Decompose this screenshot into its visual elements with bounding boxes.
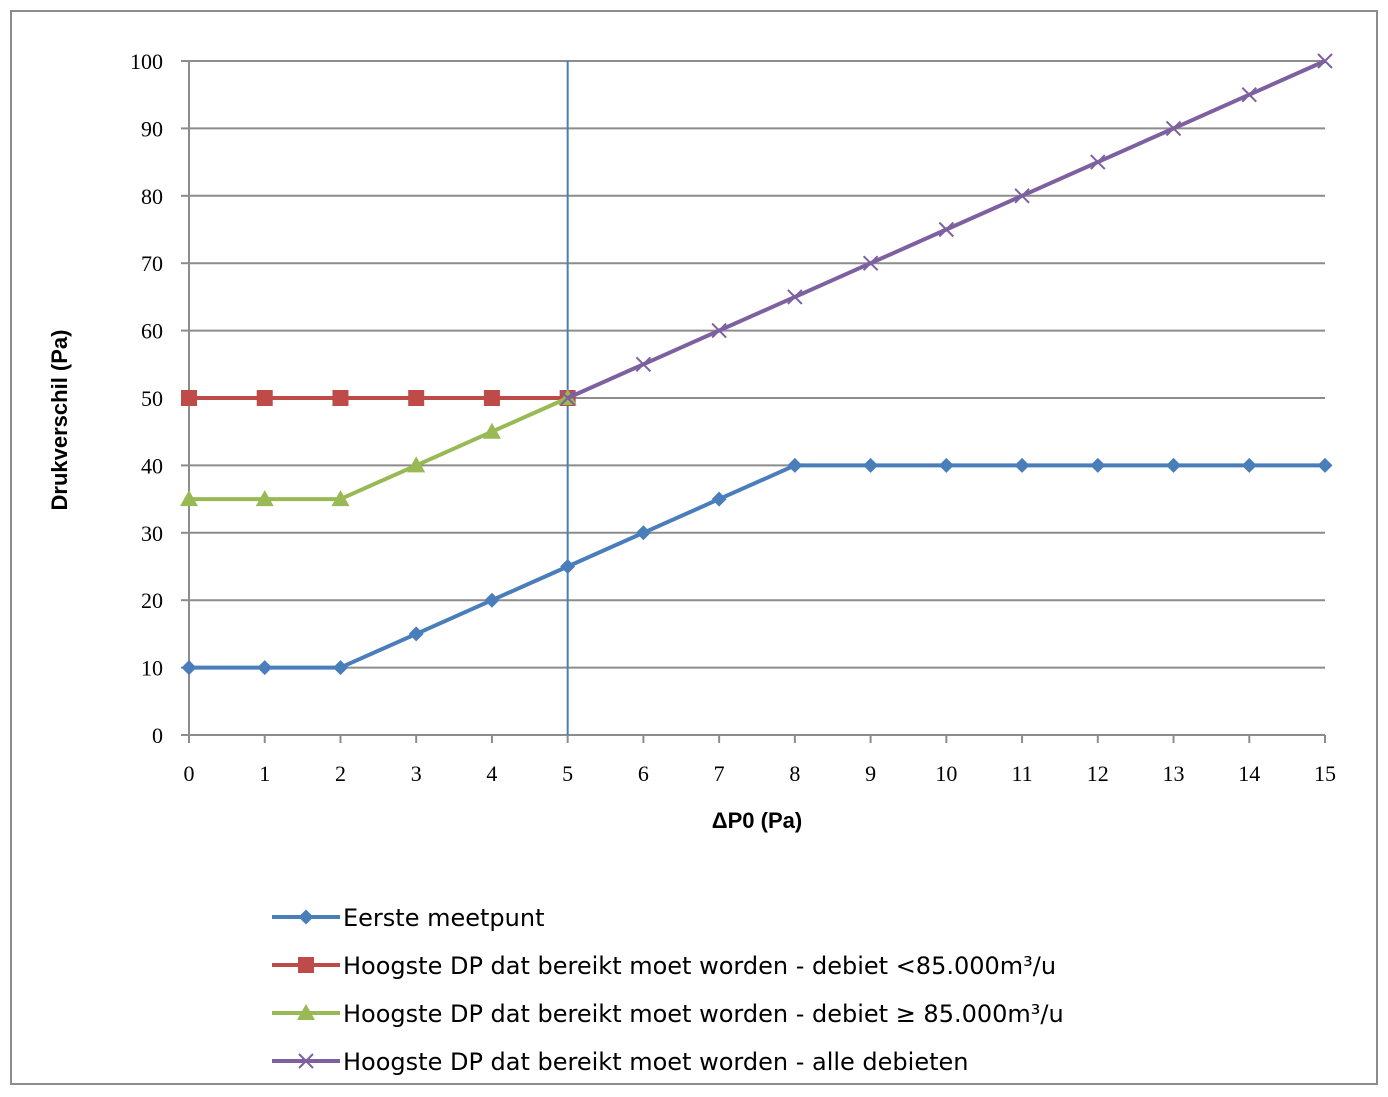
data-point: [407, 456, 426, 473]
data-point: [1165, 120, 1182, 137]
data-point: [408, 626, 424, 642]
series-2: [181, 390, 576, 406]
data-point: [180, 490, 198, 507]
x-tick-label: 9: [865, 761, 876, 786]
data-point: [1317, 53, 1333, 69]
data-point: [332, 660, 348, 676]
x-tick-label: 0: [184, 761, 195, 786]
data-point: [483, 390, 500, 406]
legend-item: Hoogste DP dat bereikt moet worden - deb…: [272, 952, 1056, 980]
x-tick-label: 11: [1011, 761, 1032, 786]
data-point: [635, 356, 652, 373]
legend-swatch-marker: [298, 909, 314, 925]
data-point: [938, 221, 955, 238]
x-tick-label: 15: [1314, 761, 1336, 786]
series-1: [181, 457, 1333, 676]
legend-label: Hoogste DP dat bereikt moet worden - deb…: [343, 1000, 1064, 1028]
x-tick-label: 4: [486, 761, 497, 786]
x-tick-label: 8: [789, 761, 800, 786]
x-axis-title: ΔP0 (Pa): [712, 808, 802, 833]
data-point: [484, 592, 500, 608]
y-tick-label: 50: [141, 386, 163, 411]
data-point: [255, 490, 274, 507]
legend-item: Eerste meetpunt: [272, 904, 545, 932]
data-point: [1166, 457, 1182, 473]
x-tick-label: 14: [1238, 761, 1260, 786]
y-tick-label: 100: [130, 49, 163, 74]
x-tick-label: 13: [1163, 761, 1185, 786]
series-3: [180, 389, 577, 507]
data-point: [1014, 188, 1030, 204]
series-line: [189, 396, 569, 502]
series-layer: [180, 53, 1333, 676]
data-point: [787, 457, 803, 473]
data-point: [862, 255, 879, 271]
x-tick-label: 5: [562, 761, 573, 786]
grid-lines: [189, 60, 1325, 669]
y-axis-title: Drukverschil (Pa): [47, 330, 72, 511]
legend-label: Hoogste DP dat bereikt moet worden - deb…: [343, 952, 1056, 980]
y-tick-label: 70: [141, 251, 163, 276]
series-4: [559, 53, 1333, 406]
data-point: [1090, 154, 1106, 170]
series-line: [189, 463, 1325, 670]
data-point: [863, 457, 879, 473]
legend: Eerste meetpunt Hoogste DP dat bereikt mo…: [272, 904, 1064, 1076]
legend-label: Hoogste DP dat bereikt moet worden - all…: [343, 1048, 968, 1076]
x-tick-label: 10: [935, 761, 957, 786]
y-tick-label: 60: [141, 319, 163, 344]
data-point: [1241, 457, 1257, 473]
data-point: [332, 390, 349, 406]
data-point: [1090, 457, 1106, 473]
data-point: [1241, 86, 1257, 103]
x-tick-label: 7: [714, 761, 725, 786]
y-tick-labels: 0 10 20 30 40 50 60 70 80 90 100: [130, 49, 163, 748]
y-tick-label: 90: [141, 116, 163, 141]
x-tick-label: 1: [259, 761, 270, 786]
axes: [181, 60, 1326, 743]
x-tick-labels: 0 1 2 3 4 5 6 7 8 9 10 11 12 13 14 15: [184, 761, 1337, 786]
data-point: [331, 490, 350, 507]
y-tick-label: 10: [141, 656, 163, 681]
legend-item: Hoogste DP dat bereikt moet worden - all…: [272, 1048, 968, 1076]
data-point: [938, 457, 954, 473]
data-point: [482, 422, 501, 439]
data-point: [1317, 457, 1333, 473]
legend-label: Eerste meetpunt: [343, 904, 545, 932]
data-point: [559, 390, 576, 406]
legend-swatch-marker: [298, 1053, 314, 1069]
data-point: [181, 390, 197, 406]
x-tick-label: 2: [335, 761, 346, 786]
x-tick-label: 3: [411, 761, 422, 786]
data-point: [1014, 457, 1030, 473]
data-point: [408, 390, 425, 406]
data-point: [560, 559, 576, 574]
data-point: [257, 660, 273, 676]
legend-swatch-marker: [298, 957, 314, 973]
y-tick-label: 80: [141, 184, 163, 209]
legend-swatch-marker: [297, 1004, 315, 1020]
data-point: [787, 289, 803, 305]
y-tick-label: 40: [141, 453, 163, 478]
chart-frame: [10, 10, 1378, 1085]
y-tick-label: 0: [152, 723, 163, 748]
data-point: [711, 322, 727, 339]
x-tick-label: 12: [1087, 761, 1109, 786]
data-point: [256, 390, 273, 406]
data-point: [181, 660, 197, 676]
x-tick-label: 6: [638, 761, 649, 786]
data-point: [635, 525, 651, 541]
legend-item: Hoogste DP dat bereikt moet worden - deb…: [272, 1000, 1064, 1028]
y-tick-label: 30: [141, 521, 163, 546]
data-point: [711, 491, 727, 507]
y-tick-label: 20: [141, 588, 163, 613]
